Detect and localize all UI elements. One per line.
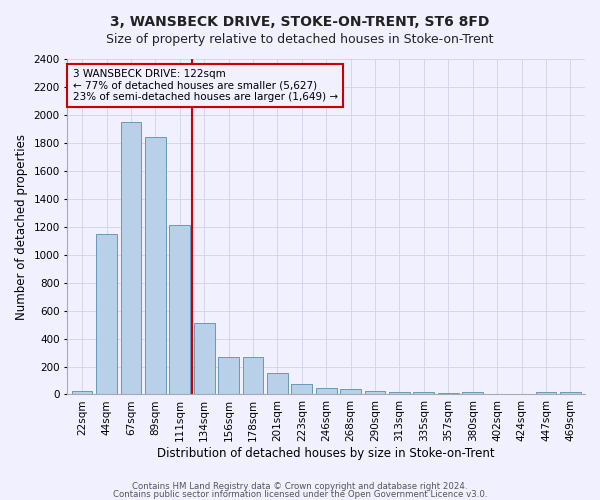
Bar [218,358,239,395]
Bar [96,234,117,394]
Bar [194,323,215,394]
Text: Contains HM Land Registry data © Crown copyright and database right 2024.: Contains HM Land Registry data © Crown c… [132,482,468,491]
Bar [316,388,337,394]
X-axis label: Distribution of detached houses by size in Stoke-on-Trent: Distribution of detached houses by size … [157,447,495,460]
Bar [267,373,288,394]
Text: 3, WANSBECK DRIVE, STOKE-ON-TRENT, ST6 8FD: 3, WANSBECK DRIVE, STOKE-ON-TRENT, ST6 8… [110,15,490,29]
Bar [121,122,141,394]
Bar [145,138,166,394]
Bar [463,392,483,394]
Bar [438,393,458,394]
Bar [72,391,92,394]
Text: Contains public sector information licensed under the Open Government Licence v3: Contains public sector information licen… [113,490,487,499]
Bar [413,392,434,394]
Bar [292,384,312,394]
Bar [560,392,581,394]
Bar [536,392,556,394]
Y-axis label: Number of detached properties: Number of detached properties [15,134,28,320]
Text: 3 WANSBECK DRIVE: 122sqm
← 77% of detached houses are smaller (5,627)
23% of sem: 3 WANSBECK DRIVE: 122sqm ← 77% of detach… [73,69,338,102]
Bar [365,392,385,394]
Text: Size of property relative to detached houses in Stoke-on-Trent: Size of property relative to detached ho… [106,32,494,46]
Bar [169,226,190,394]
Bar [389,392,410,394]
Bar [242,358,263,395]
Bar [340,388,361,394]
